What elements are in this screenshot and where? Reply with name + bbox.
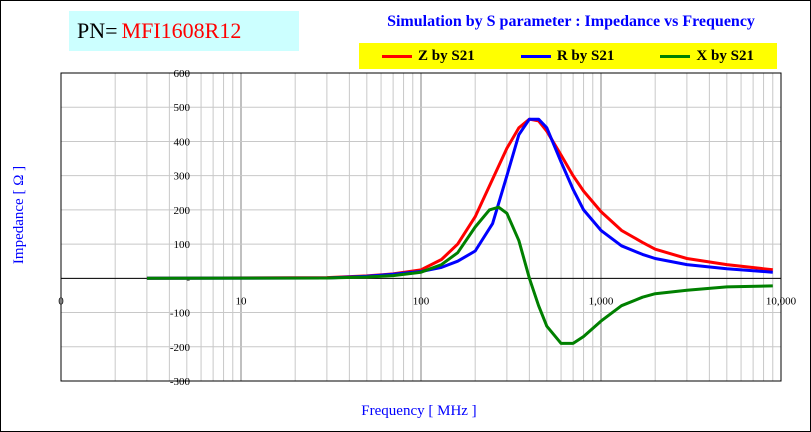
x-tick-label: 10	[236, 295, 248, 307]
x-axis-label: Frequency [ MHz ]	[361, 403, 476, 419]
grid-minor	[114, 73, 774, 381]
x-tick-label: 0	[58, 295, 64, 307]
legend: Z by S21 R by S21 X by S21	[359, 43, 777, 69]
y-tick-label: -100	[170, 308, 191, 320]
legend-swatch-x	[660, 54, 691, 58]
y-tick-label: 400	[174, 136, 191, 148]
y-axis-label: Impedance [ Ω ]	[11, 166, 27, 264]
legend-item-r: R by S21	[520, 47, 615, 65]
part-number-label: PN=	[77, 18, 118, 43]
x-tick-label: 10,000	[766, 295, 797, 307]
y-tick-label: 500	[174, 102, 191, 114]
part-number-value: MFI1608R12	[121, 18, 242, 43]
series-line-x	[146, 205, 773, 345]
legend-item-z: Z by S21	[382, 48, 475, 65]
legend-label-r: R by S21	[556, 47, 615, 64]
part-number-box: PN= MFI1608R12	[69, 11, 299, 51]
legend-item-x: X by S21	[660, 48, 754, 65]
y-tick-label: 100	[174, 239, 191, 251]
x-tick-label: 100	[413, 295, 430, 307]
y-tick-label: 200	[174, 205, 191, 217]
chart-title: Simulation by S parameter : Impedance vs…	[387, 13, 755, 30]
x-tick-labels: 0 10 100 1,000 10,000	[58, 295, 796, 307]
y-tick-label: 600	[174, 68, 191, 80]
y-tick-label: 300	[174, 171, 191, 183]
legend-swatch-z	[382, 54, 413, 58]
y-tick-label: -300	[170, 376, 191, 388]
x-tick-label: 1,000	[589, 295, 614, 307]
y-tick-label: -200	[170, 342, 191, 354]
legend-swatch-r	[520, 54, 551, 58]
legend-label-x: X by S21	[696, 47, 754, 64]
plot-border	[60, 72, 782, 382]
legend-label-z: Z by S21	[418, 47, 475, 64]
series-lines	[146, 117, 773, 345]
